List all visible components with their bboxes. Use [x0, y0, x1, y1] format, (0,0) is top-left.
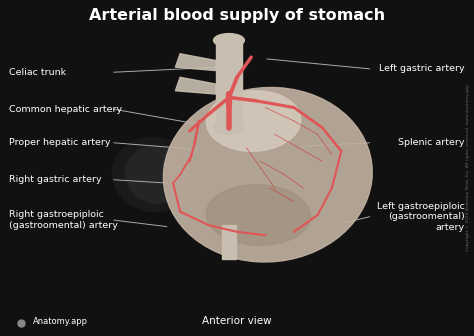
Polygon shape [216, 40, 242, 128]
Text: Celiac trunk: Celiac trunk [9, 68, 67, 77]
Text: Anatomy.app: Anatomy.app [33, 317, 88, 326]
Polygon shape [175, 77, 216, 94]
Text: Common hepatic artery: Common hepatic artery [9, 105, 123, 114]
Text: Splenic artery: Splenic artery [398, 138, 465, 147]
Ellipse shape [164, 87, 372, 262]
Text: Right gastroepiploic
(gastroomental) artery: Right gastroepiploic (gastroomental) art… [9, 210, 119, 230]
Ellipse shape [213, 121, 245, 134]
Text: Proper hepatic artery: Proper hepatic artery [9, 138, 111, 147]
Text: Right gastric artery: Right gastric artery [9, 175, 102, 184]
Text: Left gastric artery: Left gastric artery [379, 65, 465, 73]
Text: Copyright © 2024 Anatomy Next, Inc. All rights reserved. www.anatomy.app: Copyright © 2024 Anatomy Next, Inc. All … [466, 85, 470, 251]
Ellipse shape [206, 185, 310, 245]
Polygon shape [175, 54, 216, 71]
Text: Left gastroepiploic
(gastroomental)
artery: Left gastroepiploic (gastroomental) arte… [377, 202, 465, 232]
Bar [222, 225, 236, 259]
Ellipse shape [112, 138, 196, 212]
Text: Arterial blood supply of stomach: Arterial blood supply of stomach [89, 8, 385, 24]
Text: Anterior view: Anterior view [202, 316, 272, 326]
Ellipse shape [213, 34, 245, 47]
Ellipse shape [206, 91, 301, 151]
Ellipse shape [126, 146, 187, 203]
